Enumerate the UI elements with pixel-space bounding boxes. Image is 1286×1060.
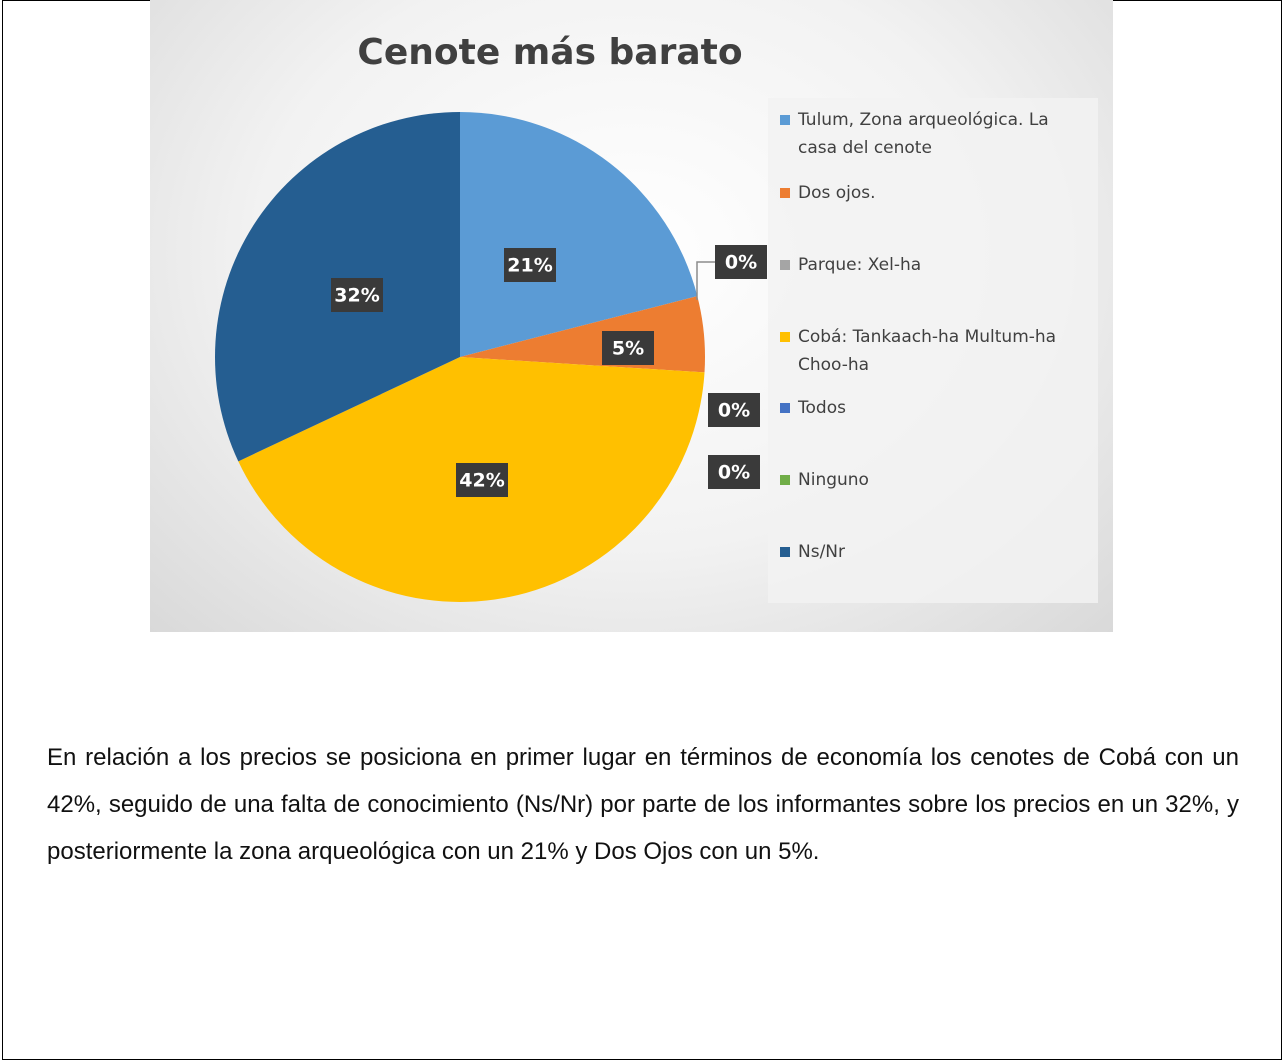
data-label-box: [504, 248, 556, 282]
paragraph: En relación a los precios se posiciona e…: [47, 744, 1239, 865]
legend-item: Dos ojos.: [780, 179, 1090, 207]
legend-swatch: [780, 547, 790, 557]
data-label-box: [602, 331, 654, 365]
data-label-box: [708, 393, 760, 427]
legend-swatch: [780, 403, 790, 413]
data-label: 0%: [725, 252, 757, 274]
data-label-box: [708, 455, 760, 489]
legend-item: Tulum, Zona arqueológica. La casa del ce…: [780, 106, 1090, 162]
legend-swatch: [780, 475, 790, 485]
pie-slice: [460, 112, 698, 357]
legend-label: Ninguno: [798, 470, 869, 490]
legend-swatch: [780, 332, 790, 342]
legend-swatch: [780, 260, 790, 270]
legend-label: Parque: Xel-ha: [798, 255, 922, 275]
leader-line: [696, 261, 716, 300]
legend: Tulum, Zona arqueológica. La casa del ce…: [768, 98, 1098, 603]
data-label: 32%: [334, 285, 379, 307]
legend-item: Ns/Nr: [780, 538, 1090, 566]
legend-swatch: [780, 188, 790, 198]
data-label: 21%: [507, 255, 552, 277]
data-label: 0%: [718, 462, 750, 484]
data-label-box: [456, 463, 508, 497]
legend-label: Tulum, Zona arqueológica. La casa del ce…: [798, 110, 1049, 158]
data-label: 42%: [459, 470, 504, 492]
data-label: 5%: [612, 338, 644, 360]
legend-item: Cobá: Tankaach-ha Multum-ha Choo-ha: [780, 323, 1090, 379]
legend-swatch: [780, 115, 790, 125]
legend-label: Cobá: Tankaach-ha Multum-ha Choo-ha: [798, 327, 1057, 375]
data-label-box: [331, 278, 383, 312]
chart: 21% 5% 0% 42% 0% 0% 32% Cenote más barato Tulu…: [150, 0, 1113, 632]
legend-item: Ninguno: [780, 466, 1090, 494]
legend-label: Dos ojos.: [798, 183, 876, 203]
data-label-box: [715, 245, 767, 279]
data-label: 0%: [718, 400, 750, 422]
legend-label: Todos: [798, 398, 846, 418]
legend-item: Parque: Xel-ha: [780, 251, 1090, 279]
legend-label: Ns/Nr: [798, 542, 846, 562]
chart-title: Cenote más barato: [357, 32, 743, 73]
pie-area: 21% 5% 0% 42% 0% 0% 32%: [214, 112, 767, 602]
legend-item: Todos: [780, 394, 1090, 422]
